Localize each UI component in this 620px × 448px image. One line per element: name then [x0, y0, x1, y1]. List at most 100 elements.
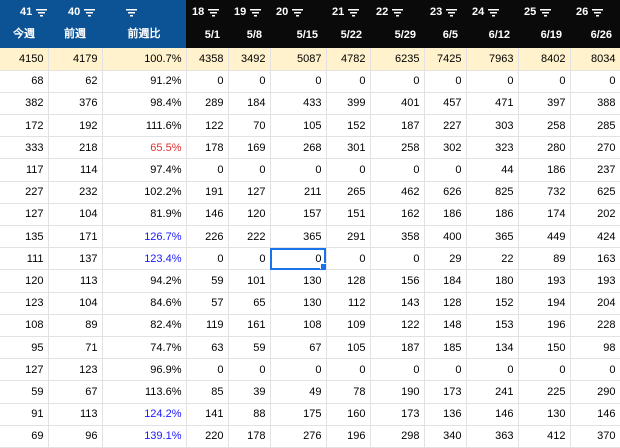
table-cell[interactable]: 412: [518, 425, 571, 448]
table-cell[interactable]: 0: [466, 358, 519, 382]
table-cell[interactable]: 0: [186, 158, 229, 182]
table-cell[interactable]: 130: [518, 403, 571, 426]
filter-icon[interactable]: [36, 8, 48, 17]
table-cell[interactable]: 400: [424, 225, 467, 249]
table-cell[interactable]: 365: [270, 225, 327, 249]
table-cell[interactable]: 74.7%: [102, 336, 187, 360]
table-cell[interactable]: 88: [228, 403, 271, 426]
table-cell[interactable]: 78: [326, 380, 371, 404]
table-cell[interactable]: 117: [0, 158, 49, 182]
table-cell[interactable]: 0: [228, 358, 271, 382]
filter-icon[interactable]: [126, 8, 137, 17]
table-cell[interactable]: 156: [370, 269, 425, 293]
table-cell[interactable]: 0: [370, 247, 425, 271]
table-cell[interactable]: 625: [570, 181, 620, 204]
table-cell[interactable]: 4179: [48, 48, 103, 71]
table-cell[interactable]: 285: [570, 114, 620, 138]
table-cell[interactable]: 91: [0, 403, 49, 426]
table-cell[interactable]: 123: [48, 358, 103, 382]
table-cell[interactable]: 0: [370, 158, 425, 182]
table-cell[interactable]: 63: [186, 336, 229, 360]
table-cell[interactable]: 0: [326, 247, 371, 271]
table-cell[interactable]: 290: [570, 380, 620, 404]
table-cell[interactable]: 365: [466, 225, 519, 249]
table-cell[interactable]: 173: [370, 403, 425, 426]
column-header[interactable]: 23 6/5: [424, 0, 466, 48]
table-cell[interactable]: 105: [326, 336, 371, 360]
table-cell[interactable]: 302: [424, 136, 467, 160]
table-cell[interactable]: 0: [370, 358, 425, 382]
table-cell[interactable]: 220: [186, 425, 229, 448]
table-cell[interactable]: 113.6%: [102, 380, 187, 404]
table-cell[interactable]: 0: [228, 247, 271, 271]
table-cell[interactable]: 108: [0, 314, 49, 337]
filter-icon[interactable]: [208, 8, 220, 17]
table-cell[interactable]: 194: [518, 292, 571, 315]
table-cell[interactable]: 180: [466, 269, 519, 293]
filter-icon[interactable]: [392, 8, 404, 17]
filter-icon[interactable]: [84, 8, 96, 17]
table-cell[interactable]: 232: [48, 181, 103, 204]
table-cell[interactable]: 71: [48, 336, 103, 360]
table-cell[interactable]: 169: [228, 136, 271, 160]
table-cell[interactable]: 44: [466, 158, 519, 182]
table-cell[interactable]: 102.2%: [102, 181, 187, 204]
table-cell[interactable]: 57: [186, 292, 229, 315]
table-cell[interactable]: 178: [186, 136, 229, 160]
table-cell[interactable]: 192: [48, 114, 103, 138]
table-cell[interactable]: 225: [518, 380, 571, 404]
table-cell[interactable]: 268: [270, 136, 327, 160]
table-cell[interactable]: 146: [186, 203, 229, 227]
table-cell[interactable]: 0: [326, 70, 371, 93]
table-cell[interactable]: 6235: [370, 48, 425, 71]
table-cell[interactable]: 123: [0, 292, 49, 315]
table-cell[interactable]: 151: [326, 203, 371, 227]
column-header[interactable]: 40 前週: [48, 0, 102, 48]
table-cell[interactable]: 0: [466, 70, 519, 93]
table-cell[interactable]: 128: [326, 269, 371, 293]
filter-icon[interactable]: [250, 8, 262, 17]
table-cell[interactable]: 0: [570, 358, 620, 382]
table-cell[interactable]: 3492: [228, 48, 271, 71]
table-cell[interactable]: 433: [270, 92, 327, 116]
table-cell[interactable]: 626: [424, 181, 467, 204]
table-cell[interactable]: 0: [186, 70, 229, 93]
table-cell[interactable]: 226: [186, 225, 229, 249]
table-cell[interactable]: 130: [270, 292, 327, 315]
table-cell[interactable]: 152: [466, 292, 519, 315]
table-cell[interactable]: 98: [570, 336, 620, 360]
table-cell[interactable]: 29: [424, 247, 467, 271]
filter-icon[interactable]: [592, 8, 604, 17]
table-cell[interactable]: 113: [48, 269, 103, 293]
selected-cell[interactable]: 0: [270, 247, 327, 271]
table-cell[interactable]: 291: [326, 225, 371, 249]
table-cell[interactable]: 0: [518, 70, 571, 93]
filter-icon[interactable]: [292, 8, 304, 17]
table-cell[interactable]: 0: [228, 158, 271, 182]
table-cell[interactable]: 59: [228, 336, 271, 360]
table-cell[interactable]: 67: [48, 380, 103, 404]
table-cell[interactable]: 157: [270, 203, 327, 227]
table-cell[interactable]: 62: [48, 70, 103, 93]
table-cell[interactable]: 162: [370, 203, 425, 227]
table-cell[interactable]: 146: [570, 403, 620, 426]
table-cell[interactable]: 171: [48, 225, 103, 249]
table-cell[interactable]: 97.4%: [102, 158, 187, 182]
table-cell[interactable]: 148: [424, 314, 467, 337]
table-cell[interactable]: 127: [0, 358, 49, 382]
table-cell[interactable]: 178: [228, 425, 271, 448]
table-cell[interactable]: 136: [424, 403, 467, 426]
column-header[interactable]: 41 今週: [0, 0, 48, 48]
table-cell[interactable]: 172: [0, 114, 49, 138]
table-cell[interactable]: 152: [326, 114, 371, 138]
column-header[interactable]: 22 5/29: [370, 0, 424, 48]
table-cell[interactable]: 0: [186, 358, 229, 382]
table-cell[interactable]: 185: [424, 336, 467, 360]
table-cell[interactable]: 95: [0, 336, 49, 360]
table-cell[interactable]: 0: [424, 158, 467, 182]
table-cell[interactable]: 39: [228, 380, 271, 404]
table-cell[interactable]: 81.9%: [102, 203, 187, 227]
table-cell[interactable]: 228: [570, 314, 620, 337]
table-cell[interactable]: 186: [518, 158, 571, 182]
table-cell[interactable]: 150: [518, 336, 571, 360]
